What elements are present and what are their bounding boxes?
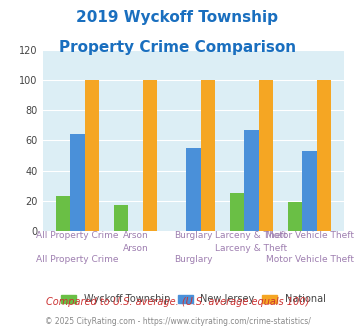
Text: Arson: Arson	[122, 231, 148, 240]
Legend: Wyckoff Township, New Jersey, National: Wyckoff Township, New Jersey, National	[58, 290, 329, 308]
Text: Motor Vehicle Theft: Motor Vehicle Theft	[266, 231, 354, 240]
Text: Burglary: Burglary	[174, 255, 213, 264]
Text: Motor Vehicle Theft: Motor Vehicle Theft	[266, 255, 354, 264]
Bar	[259, 80, 273, 231]
Bar	[201, 80, 215, 231]
Text: Property Crime Comparison: Property Crime Comparison	[59, 40, 296, 54]
Text: All Property Crime: All Property Crime	[36, 255, 119, 264]
Text: 2019 Wyckoff Township: 2019 Wyckoff Township	[76, 10, 279, 25]
Bar	[56, 196, 70, 231]
Bar	[302, 151, 317, 231]
Text: Larceny & Theft: Larceny & Theft	[215, 231, 288, 240]
Text: Burglary: Burglary	[174, 231, 213, 240]
Text: Larceny & Theft: Larceny & Theft	[215, 244, 288, 253]
Bar	[186, 148, 201, 231]
Bar	[317, 80, 331, 231]
Bar	[85, 80, 99, 231]
Text: All Property Crime: All Property Crime	[36, 231, 119, 240]
Bar	[70, 134, 85, 231]
Text: Arson: Arson	[122, 244, 148, 253]
Bar	[244, 130, 259, 231]
Bar	[230, 193, 244, 231]
Text: © 2025 CityRating.com - https://www.cityrating.com/crime-statistics/: © 2025 CityRating.com - https://www.city…	[45, 317, 310, 326]
Text: Compared to U.S. average. (U.S. average equals 100): Compared to U.S. average. (U.S. average …	[46, 297, 309, 307]
Bar	[114, 205, 128, 231]
Bar	[143, 80, 157, 231]
Bar	[288, 202, 302, 231]
